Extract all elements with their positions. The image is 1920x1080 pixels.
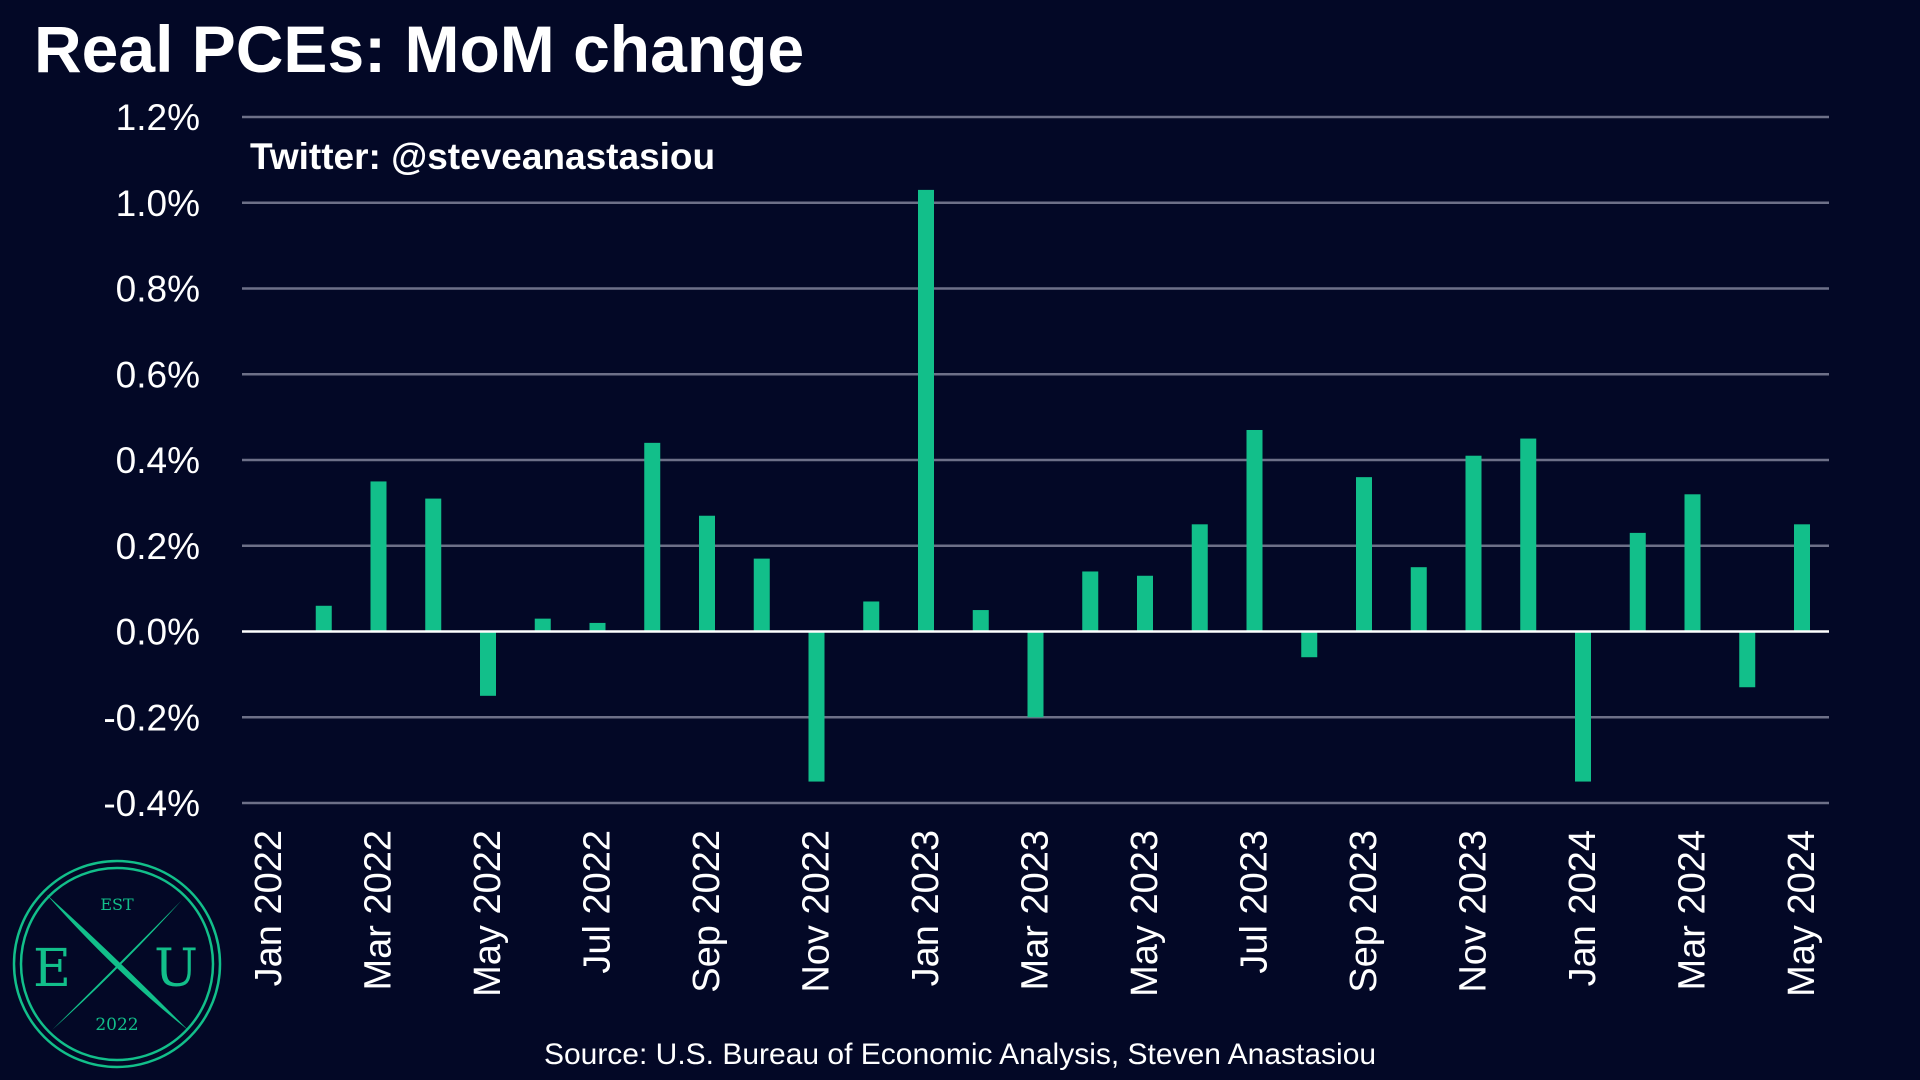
grid-lines bbox=[242, 115, 1829, 805]
logo-x-stroke-1 bbox=[46, 894, 188, 1030]
x-tick-label: Mar 2023 bbox=[1015, 830, 1057, 991]
y-tick-label: -0.2% bbox=[103, 697, 200, 738]
bar bbox=[644, 442, 661, 632]
bar bbox=[1575, 631, 1591, 782]
bar bbox=[1137, 575, 1153, 632]
bars bbox=[315, 189, 1810, 782]
x-tick-label: Jan 2022 bbox=[248, 830, 290, 986]
y-tick-label: 0.0% bbox=[116, 612, 200, 653]
logo-ring-outer bbox=[12, 859, 222, 1069]
bar bbox=[1794, 524, 1810, 632]
x-tick-label: Mar 2022 bbox=[358, 830, 400, 991]
bar bbox=[753, 558, 770, 632]
logo-letter-right: U bbox=[154, 939, 198, 999]
y-tick-label: 1.2% bbox=[116, 97, 200, 138]
x-tick-label: Sep 2023 bbox=[1343, 830, 1385, 993]
twitter-watermark: Twitter: @steveanastasiou bbox=[250, 136, 715, 177]
bar bbox=[425, 498, 442, 632]
bar bbox=[972, 610, 989, 632]
exu-logo: EST E U 2022 bbox=[12, 859, 222, 1069]
x-tick-label: May 2023 bbox=[1124, 830, 1166, 997]
bar bbox=[1191, 524, 1208, 632]
bar bbox=[1301, 631, 1318, 658]
bar bbox=[480, 631, 496, 696]
x-tick-label: Sep 2022 bbox=[686, 830, 728, 993]
bar bbox=[1246, 429, 1263, 632]
x-tick-label: Jul 2022 bbox=[577, 830, 619, 974]
bar bbox=[1027, 631, 1044, 718]
bar bbox=[918, 189, 934, 632]
bar bbox=[1356, 477, 1372, 632]
bar bbox=[1520, 438, 1537, 632]
y-tick-label: 0.4% bbox=[116, 440, 200, 481]
x-tick-label: Jan 2023 bbox=[905, 830, 947, 986]
x-axis-tick-labels: Jan 2022 Mar 2022 May 2022 Jul 2022 Sep 2022… bbox=[248, 830, 1823, 997]
logo-text-top: EST bbox=[100, 895, 134, 914]
bar bbox=[863, 601, 880, 632]
y-tick-label: 1.0% bbox=[116, 183, 200, 224]
x-tick-label: Jul 2023 bbox=[1234, 830, 1276, 974]
y-tick-label: 0.6% bbox=[116, 354, 200, 395]
x-tick-label: May 2022 bbox=[467, 830, 509, 997]
bar bbox=[315, 605, 332, 632]
source-note: Source: U.S. Bureau of Economic Analysis… bbox=[544, 1038, 1376, 1071]
x-tick-label: Mar 2024 bbox=[1672, 830, 1714, 991]
logo-letter-left: E bbox=[33, 939, 71, 999]
bar bbox=[808, 631, 825, 782]
logo-ring-inner bbox=[19, 866, 215, 1062]
bar bbox=[534, 618, 551, 632]
x-tick-label: Nov 2022 bbox=[796, 830, 838, 993]
bar bbox=[1465, 455, 1482, 632]
bar bbox=[1082, 571, 1099, 632]
bar bbox=[1739, 631, 1756, 688]
bar bbox=[699, 515, 715, 632]
bar bbox=[1410, 567, 1427, 632]
chart-title: Real PCEs: MoM change bbox=[34, 12, 804, 86]
y-tick-label: 0.2% bbox=[116, 526, 200, 567]
y-tick-label: -0.4% bbox=[103, 783, 200, 824]
x-tick-label: May 2024 bbox=[1781, 830, 1823, 997]
x-tick-label: Jan 2024 bbox=[1562, 830, 1604, 986]
y-axis-tick-labels: -0.4% -0.2% 0.0% 0.2% 0.4% 0.6% 0.8% 1.0% 1.2% bbox=[103, 97, 200, 824]
y-tick-label: 0.8% bbox=[116, 269, 200, 310]
logo-text-bottom: 2022 bbox=[95, 1015, 138, 1035]
bar bbox=[1684, 494, 1701, 632]
x-tick-label: Nov 2023 bbox=[1453, 830, 1495, 993]
bar bbox=[370, 481, 387, 632]
bar bbox=[1629, 532, 1646, 632]
bar bbox=[589, 622, 606, 632]
